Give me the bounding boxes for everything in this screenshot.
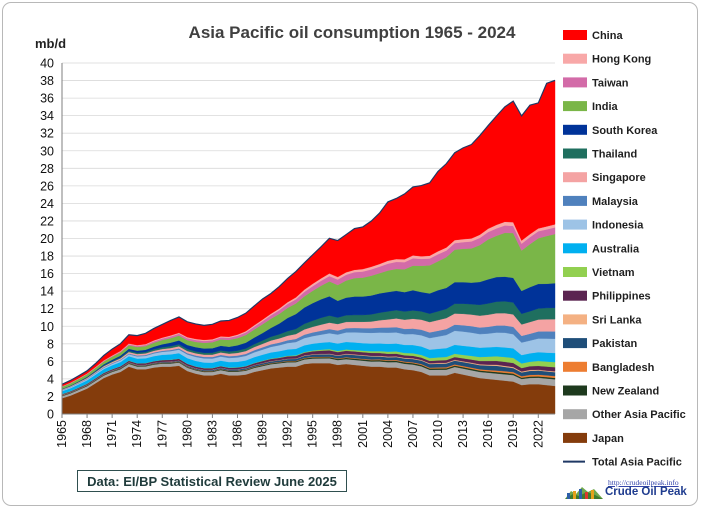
y-tick-label-10: 10 <box>40 320 54 334</box>
total-asia-pacific-line <box>61 79 556 385</box>
y-tick-label-2: 2 <box>47 390 54 404</box>
legend-label-vietnam: Vietnam <box>592 267 635 279</box>
legend-swatch-singapore <box>563 172 587 183</box>
legend-label-sri-lanka: Sri Lanka <box>592 314 642 326</box>
y-tick-label-4: 4 <box>47 372 54 386</box>
legend-swatch-south-korea <box>563 124 587 135</box>
legend-label-new-zealand: New Zealand <box>592 386 659 398</box>
legend-label-bangladesh: Bangladesh <box>592 362 655 374</box>
x-tick-label-1968: 1968 <box>80 420 94 448</box>
chart-title: Asia Pacific oil consumption 1965 - 2024 <box>189 23 516 42</box>
legend: China Hong Kong Taiwan India South Korea Thai… <box>563 30 686 469</box>
legend-label-china: China <box>592 30 623 42</box>
x-tick-label-2019: 2019 <box>506 420 520 448</box>
legend-label-total-asia-pacific: Total Asia Pacific <box>592 457 682 469</box>
legend-label-thailand: Thailand <box>592 149 637 161</box>
legend-swatch-bangladesh <box>563 361 587 372</box>
legend-swatch-sri-lanka <box>563 314 587 325</box>
y-tick-label-26: 26 <box>40 179 54 193</box>
legend-label-indonesia: Indonesia <box>592 220 644 232</box>
y-tick-label-22: 22 <box>40 214 54 228</box>
legend-swatch-taiwan <box>563 77 587 88</box>
x-tick-label-1980: 1980 <box>180 420 194 448</box>
legend-label-hong-kong: Hong Kong <box>592 54 651 66</box>
legend-label-taiwan: Taiwan <box>592 77 629 89</box>
legend-label-philippines: Philippines <box>592 291 651 303</box>
legend-swatch-australia <box>563 243 587 254</box>
data-source-box: Data: EI/BP Statistical Review June 2025 <box>77 470 347 492</box>
x-tick-label-2007: 2007 <box>406 420 420 448</box>
legend-label-japan: Japan <box>592 433 624 445</box>
logo-name: Crude Oil Peak <box>605 486 687 498</box>
data-source-text: Data: EI/BP Statistical Review June 2025 <box>87 473 337 489</box>
legend-swatch-indonesia <box>563 219 587 230</box>
y-tick-label-12: 12 <box>40 302 54 316</box>
legend-swatch-pakistan <box>563 338 587 349</box>
legend-label-south-korea: South Korea <box>592 125 658 137</box>
logo-url-link[interactable]: http://crudeoilpeak.info <box>608 478 679 487</box>
x-tick-label-2013: 2013 <box>456 420 470 448</box>
legend-swatch-other-asia-pacific <box>563 409 587 420</box>
y-tick-label-8: 8 <box>47 337 54 351</box>
legend-swatch-malaysia <box>563 195 587 206</box>
y-tick-label-16: 16 <box>40 267 54 281</box>
y-axis-unit-label: mb/d <box>35 36 66 51</box>
legend-swatch-thailand <box>563 148 587 159</box>
y-tick-label-30: 30 <box>40 144 54 158</box>
x-tick-label-1998: 1998 <box>331 420 345 448</box>
legend-label-australia: Australia <box>592 243 640 255</box>
legend-swatch-vietnam <box>563 267 587 277</box>
legend-label-pakistan: Pakistan <box>592 338 638 350</box>
y-tick-label-18: 18 <box>40 250 54 264</box>
total-line <box>61 79 556 385</box>
legend-label-india: India <box>592 101 619 113</box>
x-tick-label-2004: 2004 <box>381 420 395 448</box>
legend-swatch-new-zealand <box>563 385 587 396</box>
x-tick-label-2010: 2010 <box>431 420 445 448</box>
y-tick-label-36: 36 <box>40 92 54 106</box>
legend-swatch-india <box>563 101 587 112</box>
legend-label-singapore: Singapore <box>592 172 646 184</box>
y-tick-label-38: 38 <box>40 74 54 88</box>
y-tick-label-32: 32 <box>40 127 54 141</box>
x-tick-label-1971: 1971 <box>105 420 119 448</box>
y-tick-label-24: 24 <box>40 197 54 211</box>
y-tick-label-0: 0 <box>47 408 54 422</box>
x-tick-label-1977: 1977 <box>155 420 169 448</box>
x-tick-label-2001: 2001 <box>356 420 370 448</box>
stacked-areas <box>61 80 556 415</box>
y-tick-label-28: 28 <box>40 162 54 176</box>
x-tick-label-1983: 1983 <box>205 420 219 448</box>
x-tick-label-1992: 1992 <box>281 420 295 448</box>
oil-pump-icon <box>565 487 603 499</box>
x-tick-label-1974: 1974 <box>130 420 144 448</box>
x-axis-ticks: 1965 1968 1971 1974 1977 1980 1983 1986 1989 1992… <box>55 414 545 448</box>
legend-swatch-hong-kong <box>563 53 587 64</box>
x-tick-label-1995: 1995 <box>306 420 320 448</box>
x-tick-label-1986: 1986 <box>230 420 244 448</box>
y-tick-label-20: 20 <box>40 232 54 246</box>
x-tick-label-2022: 2022 <box>531 420 545 448</box>
x-tick-label-1965: 1965 <box>55 420 69 448</box>
legend-swatch-japan <box>563 432 587 443</box>
x-tick-label-1989: 1989 <box>256 420 270 448</box>
y-tick-label-14: 14 <box>40 285 54 299</box>
legend-swatch-philippines <box>563 290 587 301</box>
y-tick-label-34: 34 <box>40 109 54 123</box>
y-tick-label-6: 6 <box>47 355 54 369</box>
axes <box>61 63 555 415</box>
x-tick-label-2016: 2016 <box>481 420 495 448</box>
y-tick-label-40: 40 <box>40 57 54 71</box>
legend-label-malaysia: Malaysia <box>592 196 639 208</box>
crude-oil-peak-logo[interactable]: http://crudeoilpeak.info Crude Oil Peak <box>565 478 690 502</box>
legend-swatch-china <box>563 30 587 40</box>
legend-label-other-asia-pacific: Other Asia Pacific <box>592 409 686 421</box>
